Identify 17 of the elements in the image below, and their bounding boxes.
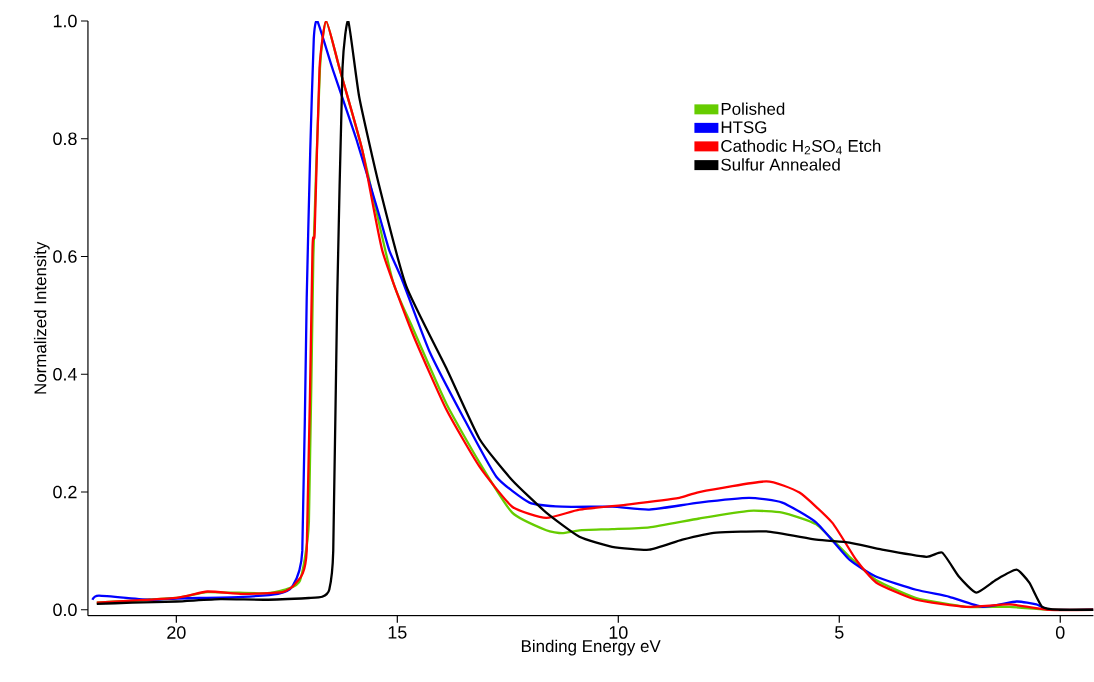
- y-tick-label: 0.2: [53, 485, 77, 499]
- legend-label: HTSG: [721, 121, 767, 134]
- x-tick-label: 10: [609, 626, 628, 640]
- x-tick-label: 20: [167, 626, 186, 640]
- y-tick-label: 0.8: [53, 132, 77, 146]
- legend-label: Polished: [721, 102, 785, 116]
- legend-label: Cathodic H$_{2}$SO$_{4}$ Etch: [721, 139, 881, 155]
- y-tick-label: 1.0: [53, 14, 77, 28]
- y-tick-label: 0.6: [53, 250, 77, 264]
- y-tick-label: 0.4: [53, 368, 77, 381]
- y-axis-title: Normalized Intensity: [33, 241, 50, 394]
- x-tick-label: 15: [388, 626, 407, 639]
- x-tick-label: 0: [1055, 626, 1065, 640]
- x-tick-label: 5: [835, 626, 844, 639]
- legend-label: Sulfur Annealed: [721, 158, 840, 171]
- y-tick-label: 0.0: [53, 603, 77, 617]
- x-axis-title: Binding Energy eV: [521, 639, 661, 656]
